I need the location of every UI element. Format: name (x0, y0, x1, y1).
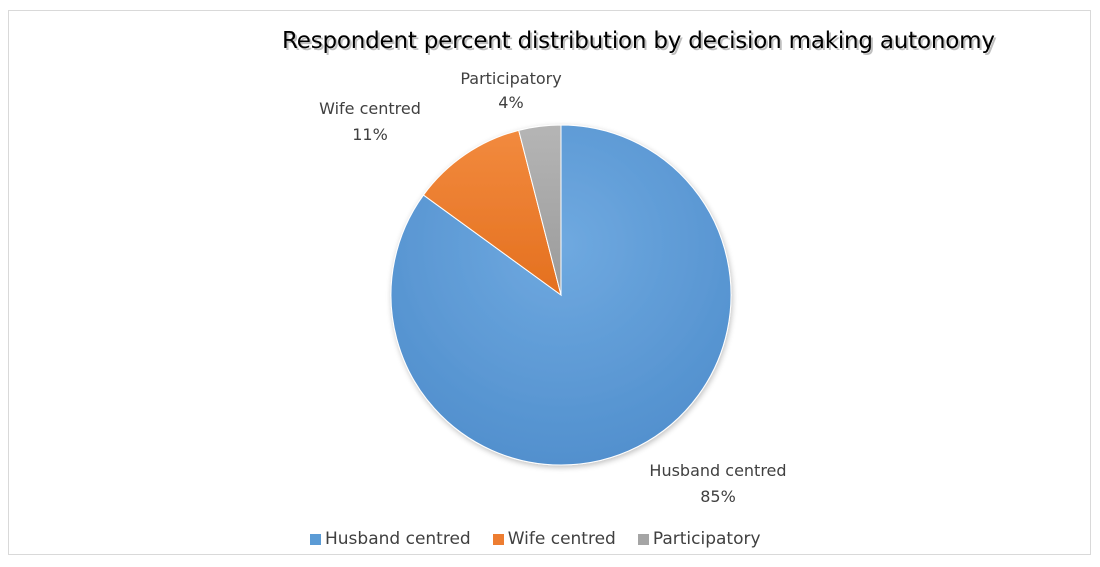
legend-item-husband: Husband centred (310, 529, 471, 549)
legend-label-participatory: Participatory (652, 529, 761, 549)
legend-swatch-husband (310, 533, 321, 545)
legend-label-wife: Wife centred (507, 529, 616, 549)
data-label-category: Husband centred (649, 461, 786, 480)
data-label-category: Participatory (460, 69, 561, 88)
legend-label-husband: Husband centred (325, 529, 471, 549)
pie-slice-wife (422, 129, 562, 297)
legend: Husband centred Wife centred Participato… (310, 529, 783, 549)
legend-item-wife: Wife centred (492, 529, 616, 549)
legend-swatch-wife (492, 533, 504, 545)
chart-title-shadow: Respondent percent distribution by decis… (284, 30, 997, 56)
legend-swatch-participatory (637, 533, 649, 545)
pie-slice-participatory (518, 124, 562, 296)
data-label-category: Wife centred (319, 99, 421, 118)
data-label-percent: 85% (700, 487, 736, 506)
chart-title: Respondent percent distribution by decis… (282, 28, 995, 54)
data-label-percent: 11% (352, 125, 388, 144)
data-label-percent: 4% (498, 93, 523, 112)
legend-item-participatory: Participatory (637, 529, 761, 549)
pie-slice-husband (390, 124, 732, 466)
